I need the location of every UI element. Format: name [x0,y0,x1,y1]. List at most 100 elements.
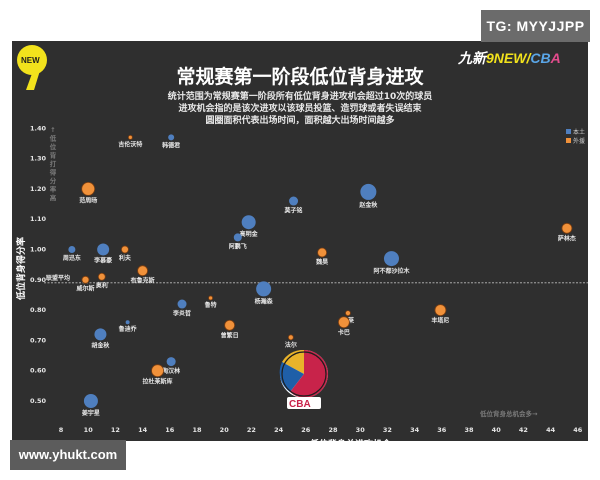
x-tick-label: 36 [437,426,447,434]
data-point-label: 利夫 [118,254,132,262]
legend: 本土 外援 [566,128,585,145]
data-point: 胡金秋 [91,328,110,349]
data-point-label: 陶汉林 [162,367,180,375]
data-point-label: 曾繁日 [221,331,239,339]
data-point: 高明金 [240,215,259,238]
brand-logo-part4: A [550,50,561,66]
x-tick-label: 10 [84,426,94,434]
new9-logo: NEW [12,42,58,90]
y-tick-label: 1.30 [30,155,47,163]
y-tick-label: 0.70 [30,336,47,344]
svg-text:NEW: NEW [21,56,40,65]
data-point-label: 鲁迪乔 [119,325,138,333]
x-tick-label: 8 [59,426,64,434]
chart-subtitle-line-1: 统计范围为常规赛第一阶段所有低位背身进攻机会超过10次的球员 [167,92,433,102]
data-point: 姜宇星 [82,394,100,417]
y-tick-label: 1.20 [30,185,47,193]
data-point-label: 胡金秋 [91,341,110,349]
y-tick-label: 1.00 [30,246,47,254]
svg-text:CBA: CBA [289,399,311,410]
chart-subtitle-line-3: 圆圈面积代表出场时间，面积越大出场时间越多 [205,116,395,126]
data-point-label: 范周旸 [79,196,97,204]
x-tick-label: 44 [546,426,556,434]
svg-text:背: 背 [50,151,57,160]
svg-text:得: 得 [49,168,57,177]
x-axis-annotation: 低位背身总机会多→ [479,409,538,418]
legend-label-foreign: 外援 [573,137,585,145]
svg-text:↑: ↑ [50,126,55,134]
data-point: 范周旸 [79,181,97,204]
data-point-label: 李慕豪 [93,257,112,265]
data-point-label: 吉伦沃特 [118,140,142,148]
data-point: 鲁迪乔 [119,320,138,333]
data-point: 卡巴 [338,316,350,337]
y-tick-label: 1.40 [30,124,47,132]
data-point-label: 法尔 [285,341,297,349]
y-tick-label: 0.80 [30,306,47,314]
data-point-label: 高明金 [240,230,259,238]
data-point: 阿鹏飞 [229,233,247,250]
x-tick-label: 16 [165,426,175,434]
data-point: 法尔 [285,334,297,349]
chart-title: 常规赛第一阶段低位背身进攻 [176,66,424,88]
data-point-label: 拉杜莱斯库 [143,378,173,386]
x-tick-label: 40 [492,426,502,434]
svg-text:打: 打 [50,159,57,168]
legend-label-domestic: 本土 [573,128,585,136]
data-point-label: 鲁特 [205,301,217,309]
svg-text:分: 分 [50,176,57,185]
data-point: 威尔斯 [76,275,94,292]
data-point: 吉伦沃特 [118,134,142,148]
data-point: 赵金秋 [358,183,378,209]
cba-logo: CBA [279,349,328,410]
x-tick-label: 20 [220,426,230,434]
data-point-label: 萨林杰 [558,234,576,242]
data-point: 奥利 [96,272,108,289]
x-tick-label: 34 [410,426,420,434]
y-tick-label: 0.50 [30,397,47,405]
data-point: 莫子铭 [284,196,303,215]
svg-text:位: 位 [50,142,57,151]
data-point-label: 姜宇星 [82,409,100,417]
axis-labels: 低位背身得分率 低位背身总进攻机会 低位背身总机会多→ [15,237,538,450]
x-tick-label: 12 [111,426,120,434]
y-tick-label: 1.10 [30,215,47,223]
data-point: 拉杜莱斯库 [143,364,173,386]
data-point: 李慕豪 [93,243,112,265]
data-point-label: 李炎哲 [172,310,191,318]
x-tick-label: 32 [383,426,392,434]
data-point: 杨瀚森 [255,281,274,305]
x-tick-label: 30 [356,426,366,434]
y-axis-label: 低位背身得分率 [15,237,27,301]
watermark-tg: TG: MYYJJPP [481,10,590,42]
data-point: 阿不都沙拉木 [373,251,410,275]
data-point: 鲁特 [205,295,217,309]
data-point: 魏昊 [315,247,328,266]
legend-swatch-foreign [566,138,571,143]
data-point: 陶汉林 [162,357,180,375]
x-axis-ticks: 8 10 12 14 16 18 20 22 24 26 28 30 32 34 36 38 40 42 44 46 [59,426,583,434]
x-tick-label: 28 [328,426,338,434]
x-tick-label: 18 [192,426,202,434]
brand-logo: 九新9NEW/CBA [458,48,561,68]
chart-subtitle-line-2: 进攻机会指的是该次进攻以该球员投篮、造罚球或者失误结束 [178,104,422,114]
svg-text:低: 低 [49,134,57,143]
data-point: 萨林杰 [558,222,576,242]
x-tick-label: 38 [464,426,474,434]
brand-logo-part1: 九新 [458,50,486,66]
data-point-label: 周迅东 [63,254,81,262]
brand-logo-part2: 9NEW/ [486,50,531,66]
svg-text:高: 高 [50,193,57,202]
y-tick-label: 0.60 [30,367,47,375]
x-tick-label: 46 [573,426,583,434]
league-average-line: 联盟平均 [44,274,588,284]
x-tick-label: 24 [274,426,284,434]
league-average-label: 联盟平均 [46,274,70,282]
x-axis-label: 低位背身总进攻机会 [309,438,392,450]
data-point: 曾繁日 [221,319,239,339]
data-point: 周迅东 [63,246,81,262]
data-point-label: 魏昊 [315,258,328,266]
